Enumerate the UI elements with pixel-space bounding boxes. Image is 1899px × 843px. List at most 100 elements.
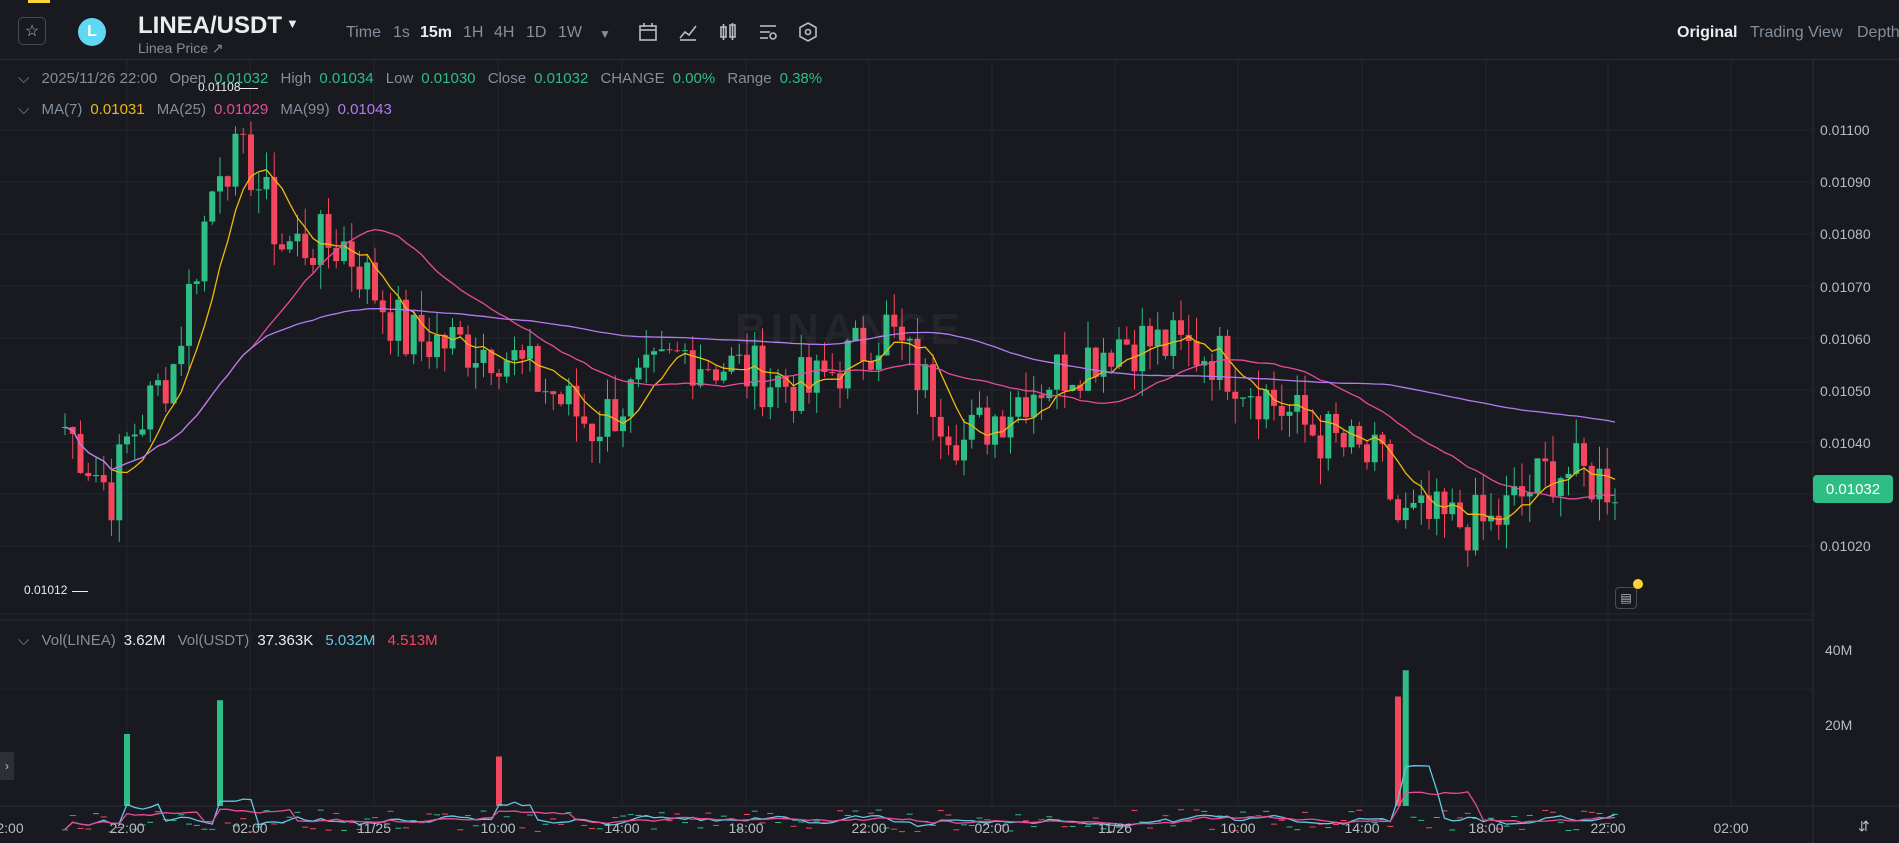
timeframe-1w[interactable]: 1W: [558, 24, 582, 41]
candle-body: [302, 233, 309, 259]
candle-body: [201, 221, 208, 282]
indicator-chart-icon[interactable]: [676, 20, 700, 44]
linea-logo-icon: L: [78, 18, 106, 46]
open-label: Open: [169, 70, 207, 87]
pair-title[interactable]: LINEA/USDT: [138, 12, 282, 39]
scroll-left-handle[interactable]: ›: [0, 752, 14, 780]
timeframe-1d[interactable]: 1D: [526, 24, 547, 41]
candle-body: [705, 369, 712, 371]
volume-bar: [1030, 826, 1037, 828]
star-icon: ☆: [24, 23, 40, 40]
price-chart[interactable]: [0, 60, 1899, 843]
volume-bar: [1147, 827, 1153, 829]
candle-body: [1092, 347, 1099, 377]
tab-depth[interactable]: Depth: [1857, 24, 1899, 41]
candle-body: [170, 364, 177, 404]
volume-bar: [627, 814, 634, 816]
candle-body: [1426, 495, 1432, 519]
volume-bar: [1410, 816, 1417, 818]
candle-body: [604, 399, 611, 437]
candle-body: [186, 283, 192, 346]
candle-body: [1147, 325, 1153, 347]
volume-bar: [1550, 811, 1556, 813]
candle-body: [1348, 426, 1355, 448]
chart-settings-icon[interactable]: [756, 20, 780, 44]
tab-trading-view[interactable]: Trading View: [1750, 24, 1843, 41]
tab-original[interactable]: Original: [1677, 24, 1738, 41]
candle-type-icon[interactable]: [716, 20, 740, 44]
candle-body: [844, 340, 851, 389]
volume-bar: [1379, 819, 1386, 821]
volume-bar: [844, 814, 851, 816]
volume-bar: [395, 827, 402, 829]
timeframe-1h[interactable]: 1H: [463, 24, 484, 41]
legend-chevron-icon[interactable]: ⌵: [18, 70, 30, 87]
candle-body: [1185, 334, 1192, 342]
candle-body: [1023, 397, 1029, 418]
volume-bar: [441, 813, 448, 815]
volume-bar: [697, 827, 704, 829]
timeframe-15m[interactable]: 15m: [420, 24, 453, 41]
volume-bar: [891, 828, 898, 830]
volume-bar: [782, 817, 789, 819]
volume-bar: [147, 821, 154, 823]
candle-body: [155, 380, 161, 386]
volume-bar: [620, 815, 626, 817]
candle-body: [767, 387, 774, 408]
volume-bar: [1061, 826, 1068, 828]
more-timeframes-chevron-icon[interactable]: ▼: [599, 27, 611, 41]
ma-legend-chevron-icon[interactable]: ⌵: [18, 101, 30, 118]
candle-body: [790, 386, 797, 412]
volume-bar: [1302, 811, 1308, 813]
timeframe-time[interactable]: Time: [346, 24, 381, 41]
vol-legend-chevron-icon[interactable]: ⌵: [18, 632, 30, 649]
volume-bar: [1565, 829, 1572, 831]
candle-body: [612, 399, 619, 432]
candle-body: [372, 262, 378, 301]
candle-body: [627, 379, 634, 417]
calendar-icon[interactable]: [636, 20, 660, 44]
volume-bar: [883, 827, 890, 829]
timeframe-4h[interactable]: 4H: [494, 24, 515, 41]
timeframe-1s[interactable]: 1s: [393, 24, 410, 41]
price-axis-label: 0.01060: [1820, 331, 1871, 347]
candle-body: [1511, 486, 1518, 496]
volume-bar: [348, 822, 355, 824]
volume-bar: [713, 824, 719, 826]
candle-body: [922, 364, 929, 391]
volume-bar: [720, 815, 727, 817]
time-axis-label: 18:00: [728, 820, 764, 836]
expand-axis-icon[interactable]: ⇵: [1858, 818, 1870, 834]
candle-body: [294, 233, 301, 242]
hexagon-settings-icon[interactable]: [796, 20, 820, 44]
price-axis-label: 0.01050: [1820, 383, 1871, 399]
volume-bar: [333, 812, 340, 814]
volume-bar: [1519, 828, 1525, 830]
volume-bar: [798, 821, 805, 823]
candle-body: [1139, 325, 1146, 372]
volume-bar: [674, 813, 681, 815]
candle-body: [441, 335, 448, 349]
favorite-star-button[interactable]: ☆: [18, 17, 46, 45]
pair-subtitle[interactable]: Linea Price ↗: [138, 40, 224, 56]
candle-body: [1340, 432, 1347, 448]
candle-body: [418, 314, 425, 342]
candle-body: [341, 241, 347, 262]
volume-bar: [85, 828, 92, 830]
note-icon[interactable]: ▤: [1615, 587, 1637, 609]
candle-body: [1038, 394, 1045, 399]
caret-down-icon[interactable]: ▼: [286, 16, 299, 31]
volume-bar: [503, 816, 510, 818]
volume-bar: [751, 810, 758, 812]
volume-bar: [643, 815, 650, 817]
candle-body: [558, 394, 564, 405]
candle-body: [139, 429, 146, 435]
volume-bar: [821, 822, 828, 824]
candle-body: [736, 354, 743, 356]
change-label: CHANGE: [600, 70, 665, 87]
ma7-label: MA(7): [41, 101, 83, 118]
candle-body: [542, 391, 549, 393]
low-extreme-label: 0.01012: [24, 583, 68, 597]
volume-bar: [325, 829, 332, 831]
low-extreme-line: [72, 591, 88, 592]
